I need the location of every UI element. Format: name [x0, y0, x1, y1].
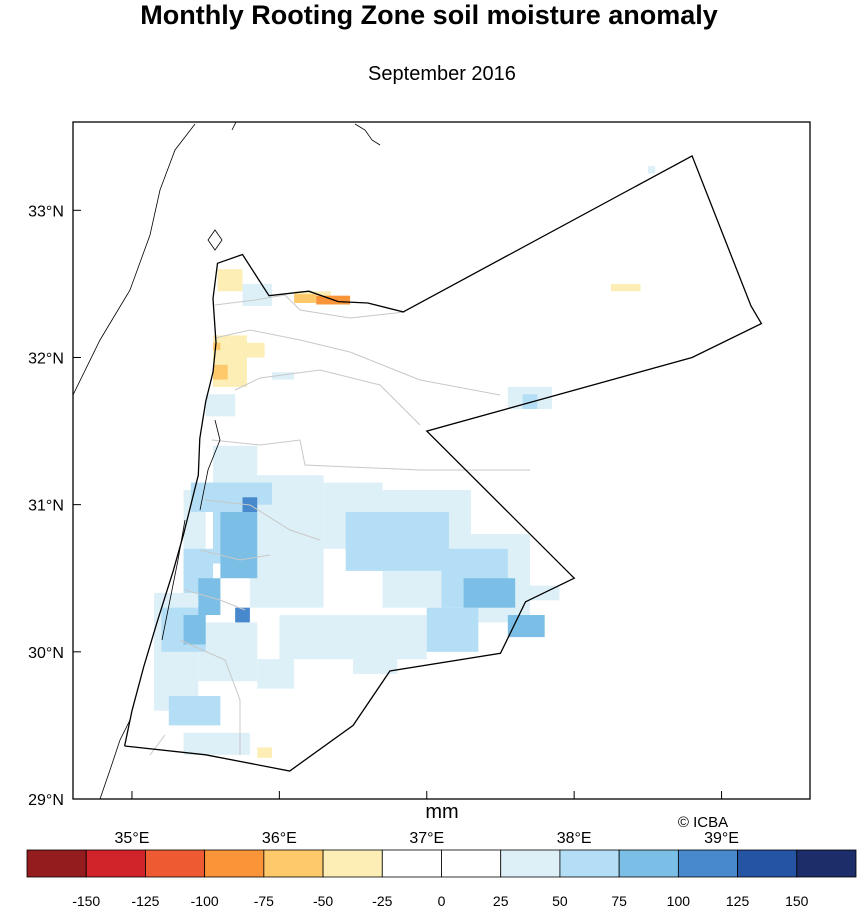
- colorbar-box: [618, 849, 679, 878]
- anomaly-cell: [242, 283, 272, 306]
- anomaly-cell: [515, 585, 560, 601]
- colorbar-label: 25: [493, 893, 509, 908]
- map-subtitle: September 2016: [368, 63, 516, 85]
- anomaly-cell: [235, 607, 250, 623]
- colorbar-box: [85, 849, 146, 878]
- anomaly-cell: [198, 622, 258, 682]
- lon-tick-label: 37°E: [409, 830, 444, 847]
- anomaly-cell: [294, 294, 317, 304]
- anomaly-cell: [242, 342, 265, 358]
- map-frame: [72, 121, 811, 800]
- colorbar-box: [559, 849, 620, 878]
- coastlines-neighbours: [73, 122, 381, 799]
- anomaly-cell: [205, 394, 236, 417]
- colorbar-box: [500, 849, 561, 878]
- colorbar: -150 -125 -100 -75 -50 -25 0 25 50 75 100 125 150: [26, 849, 857, 908]
- anomaly-cell: [220, 512, 258, 579]
- lon-tick-label: 36°E: [262, 830, 297, 847]
- lon-tick-label: 38°E: [557, 830, 592, 847]
- anomaly-cell: [257, 659, 295, 689]
- anomaly-cell: [611, 283, 641, 292]
- lon-tick-label: 35°E: [115, 830, 150, 847]
- colorbar-box: [145, 849, 206, 878]
- anomaly-cell: [522, 394, 538, 409]
- lat-tick-label: 30°N: [28, 645, 64, 662]
- anomaly-cell: [271, 372, 295, 380]
- anomaly-cell: [426, 607, 479, 652]
- colorbar-label: -50: [313, 893, 333, 908]
- colorbar-box: [263, 849, 324, 878]
- longitude-axis: 35°E 36°E 37°E 38°E 39°E: [115, 791, 739, 847]
- colorbar-box: [677, 849, 738, 878]
- unit-label: mm: [425, 801, 458, 823]
- colorbar-label: 100: [667, 893, 691, 908]
- colorbar-label: -125: [131, 893, 159, 908]
- colorbar-box: [796, 849, 857, 878]
- anomaly-cell: [213, 364, 228, 380]
- colorbar-label: 125: [726, 893, 750, 908]
- lat-tick-label: 31°N: [28, 498, 64, 515]
- latitude-axis: 29°N 30°N 31°N 32°N 33°N: [28, 203, 81, 809]
- anomaly-cell: [257, 747, 272, 758]
- colorbar-label: 150: [785, 893, 809, 908]
- lat-tick-label: 32°N: [28, 350, 64, 367]
- anomaly-cell: [463, 578, 516, 608]
- anomaly-cell: [190, 482, 243, 513]
- credit-text: © ICBA: [678, 814, 728, 831]
- lon-tick-label: 39°E: [704, 830, 739, 847]
- colorbar-box: [204, 849, 265, 878]
- anomaly-cell: [183, 615, 206, 645]
- anomaly-cell: [345, 512, 449, 571]
- colorbar-label: -75: [254, 893, 274, 908]
- colorbar-box: [26, 849, 87, 878]
- colorbar-label: 75: [611, 893, 627, 908]
- anomaly-cell: [217, 269, 243, 292]
- anomaly-cell: [183, 732, 250, 755]
- colorbar-label: -100: [191, 893, 219, 908]
- anomaly-cell: [168, 695, 221, 726]
- lat-tick-label: 33°N: [28, 203, 64, 220]
- anomaly-cell: [647, 166, 656, 174]
- colorbar-label: -25: [372, 893, 392, 908]
- colorbar-box: [322, 849, 383, 878]
- anomaly-cell: [213, 342, 221, 351]
- internal-boundaries: [149, 294, 530, 756]
- map-title: Monthly Rooting Zone soil moisture anoma…: [140, 0, 718, 30]
- colorbar-label: 50: [552, 893, 568, 908]
- anomaly-cell: [353, 651, 398, 674]
- colorbar-box: [737, 849, 798, 878]
- country-border: [123, 154, 763, 772]
- colorbar-box: [381, 849, 442, 878]
- anomaly-cell: [279, 615, 427, 660]
- lat-tick-label: 29°N: [28, 792, 64, 809]
- colorbar-box: [441, 849, 502, 878]
- colorbar-label: 0: [438, 893, 446, 908]
- colorbar-label: -150: [72, 893, 100, 908]
